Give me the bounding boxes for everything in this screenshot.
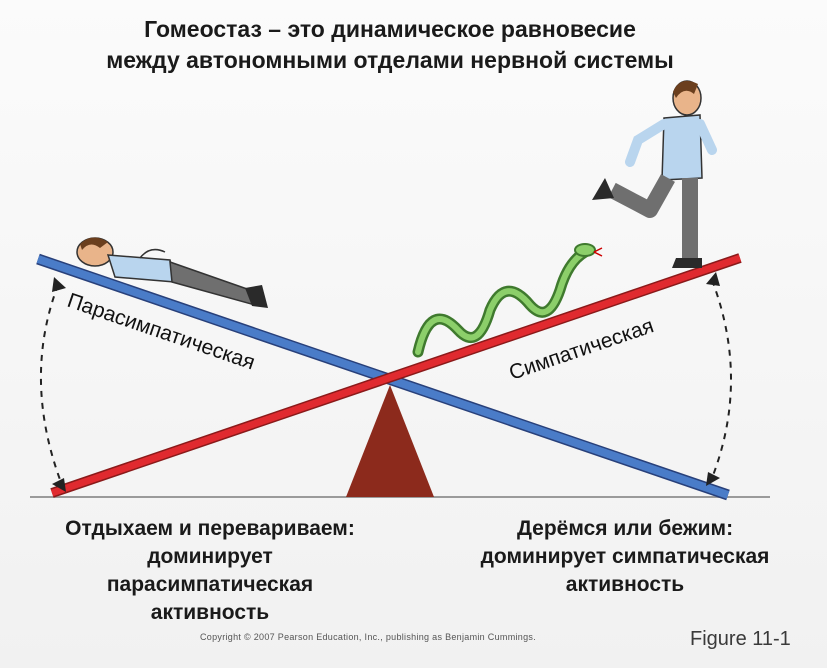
title-line-1: Гомеостаз – это динамическое равновесие xyxy=(144,16,636,42)
left-caption-line-3: парасимпатическая xyxy=(106,573,314,596)
right-caption: Дерёмся или бежим: доминирует симпатичес… xyxy=(425,515,825,599)
right-arc-arrow-top xyxy=(706,272,720,286)
sympathetic-label: Симпатическая xyxy=(506,314,656,384)
right-arc-arrow-bottom xyxy=(706,472,720,486)
right-caption-line-2: доминирует симпатическая xyxy=(480,545,770,568)
running-man-illustration xyxy=(592,80,717,268)
fulcrum xyxy=(346,385,434,497)
left-caption: Отдыхаем и перевариваем: доминирует пара… xyxy=(10,515,410,627)
left-arc-arrow-top xyxy=(52,277,66,292)
right-dashed-arc xyxy=(711,279,732,479)
right-caption-line-3: активность xyxy=(565,573,685,596)
left-arc-arrow-bottom xyxy=(52,478,66,492)
left-caption-line-1: Отдыхаем и перевариваем: xyxy=(65,517,355,540)
copyright-notice: Copyright © 2007 Pearson Education, Inc.… xyxy=(200,632,536,642)
resting-man-illustration xyxy=(76,237,268,308)
left-caption-line-4: активность xyxy=(150,601,270,624)
right-caption-line-1: Дерёмся или бежим: xyxy=(516,517,734,540)
figure-number: Figure 11-1 xyxy=(690,628,791,650)
left-caption-line-2: доминирует xyxy=(147,545,273,568)
snake-illustration xyxy=(412,243,603,358)
left-dashed-arc xyxy=(39,284,63,486)
figure-title: Гомеостаз – это динамическое равновесие … xyxy=(30,14,750,76)
title-line-2: между автономными отделами нервной систе… xyxy=(106,47,674,73)
sympathetic-lever xyxy=(50,254,742,497)
